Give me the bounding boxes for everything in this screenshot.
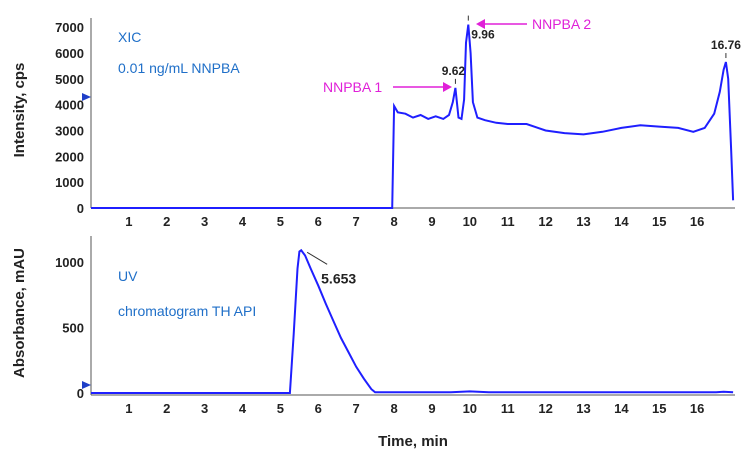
xic-ylabel: Intensity, cps <box>11 63 28 158</box>
xic-x-tick-1: 1 <box>125 214 132 229</box>
uv-x-tick-4: 4 <box>239 401 247 416</box>
xic-y-tick-5000: 5000 <box>55 72 84 87</box>
xic-peak-label-1: 9.96 <box>471 28 495 42</box>
xic-x-tick-13: 13 <box>576 214 590 229</box>
uv-x-tick-14: 14 <box>614 401 629 416</box>
nnpba1-callout: NNPBA 1 <box>323 79 452 95</box>
uv-x-tick-5: 5 <box>277 401 284 416</box>
uv-x-tick-16: 16 <box>690 401 704 416</box>
uv-x-tick-10: 10 <box>463 401 477 416</box>
xic-x-tick-2: 2 <box>163 214 170 229</box>
uv-note-2: chromatogram TH API <box>118 303 256 319</box>
uv-note-1: UV <box>118 268 138 284</box>
uv-x-tick-labels: 1 2 3 4 5 6 7 8 9 10 11 12 13 14 15 16 <box>125 401 704 416</box>
uv-y-tick-1000: 1000 <box>55 255 84 270</box>
uv-x-tick-15: 15 <box>652 401 666 416</box>
xic-x-tick-labels: 1 2 3 4 5 6 7 8 9 10 11 12 13 14 15 16 <box>125 214 704 229</box>
xic-panel: Intensity, cps 0 1000 2000 3000 4000 5000 6000… <box>11 15 741 229</box>
xic-y-tick-3000: 3000 <box>55 124 84 139</box>
nnpba1-arrowhead-icon <box>443 82 452 92</box>
uv-trace <box>91 248 734 394</box>
xic-x-tick-4: 4 <box>239 214 247 229</box>
xic-axis-marker-icon <box>82 93 91 101</box>
uv-peak-leader-0 <box>306 251 328 265</box>
xic-x-tick-10: 10 <box>463 214 477 229</box>
uv-axis-marker-icon <box>82 381 91 389</box>
xic-x-tick-8: 8 <box>390 214 397 229</box>
xic-x-tick-7: 7 <box>353 214 360 229</box>
xic-y-tick-7000: 7000 <box>55 20 84 35</box>
uv-peak-label-0: 5.653 <box>321 270 356 286</box>
uv-ylabel: Absorbance, mAU <box>11 248 28 378</box>
xic-peak-labels: 9.62 9.96 16.76 <box>442 15 741 84</box>
xic-y-tick-1000: 1000 <box>55 175 84 190</box>
nnpba1-label: NNPBA 1 <box>323 79 382 95</box>
xic-x-tick-14: 14 <box>614 214 629 229</box>
xic-trace <box>91 24 735 209</box>
uv-x-tick-3: 3 <box>201 401 208 416</box>
xic-peak-label-0: 9.62 <box>442 64 466 78</box>
nnpba2-callout: NNPBA 2 <box>476 16 591 32</box>
xic-peak-label-2: 16.76 <box>711 38 741 52</box>
xic-y-tick-6000: 6000 <box>55 46 84 61</box>
uv-x-tick-8: 8 <box>390 401 397 416</box>
uv-x-tick-11: 11 <box>501 401 515 416</box>
uv-y-tick-0: 0 <box>77 386 84 401</box>
xic-x-tick-3: 3 <box>201 214 208 229</box>
xic-x-tick-12: 12 <box>538 214 552 229</box>
xic-x-tick-15: 15 <box>652 214 666 229</box>
uv-x-tick-6: 6 <box>315 401 322 416</box>
uv-y-tick-labels: 0 500 1000 <box>55 255 84 401</box>
uv-x-tick-2: 2 <box>163 401 170 416</box>
uv-x-tick-13: 13 <box>576 401 590 416</box>
uv-y-tick-500: 500 <box>62 321 84 336</box>
uv-peak-labels: 5.653 <box>306 251 356 286</box>
uv-x-tick-12: 12 <box>538 401 552 416</box>
xic-x-tick-5: 5 <box>277 214 284 229</box>
xic-note-1: XIC <box>118 29 141 45</box>
xic-y-tick-2000: 2000 <box>55 149 84 164</box>
uv-x-tick-9: 9 <box>428 401 435 416</box>
nnpba2-label: NNPBA 2 <box>532 16 591 32</box>
uv-x-tick-7: 7 <box>353 401 360 416</box>
xic-y-tick-0: 0 <box>77 201 84 216</box>
xic-y-tick-4000: 4000 <box>55 98 84 113</box>
xic-x-tick-11: 11 <box>501 214 515 229</box>
xic-note-2: 0.01 ng/mL NNPBA <box>118 60 240 76</box>
uv-xlabel: Time, min <box>378 433 448 450</box>
uv-x-tick-1: 1 <box>125 401 132 416</box>
xic-x-tick-9: 9 <box>428 214 435 229</box>
xic-y-tick-labels: 0 1000 2000 3000 4000 5000 6000 7000 <box>55 20 84 216</box>
xic-x-tick-6: 6 <box>315 214 322 229</box>
xic-x-tick-16: 16 <box>690 214 704 229</box>
nnpba2-arrowhead-icon <box>476 19 485 29</box>
